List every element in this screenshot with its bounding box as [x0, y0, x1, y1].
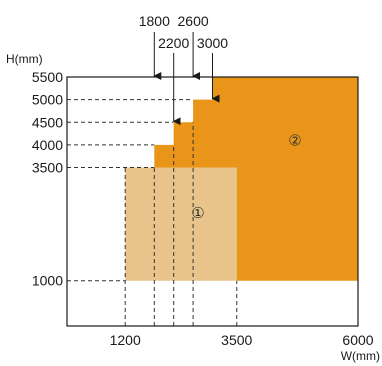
top-tick-label: 2600 — [178, 13, 209, 29]
labels: 1000 3500 4000 4500 5000 5500 1200 3500 6000 1800… — [6, 13, 380, 363]
y-tick-label: 4000 — [32, 137, 63, 153]
x-tick-label: 1200 — [110, 332, 141, 348]
top-arrows — [153, 32, 220, 126]
y-tick-label: 4500 — [32, 114, 63, 130]
y-tick-label: 3500 — [32, 160, 63, 176]
y-tick-label: 5500 — [32, 69, 63, 85]
y-axis-title: H(mm) — [6, 52, 43, 66]
top-tick-label: 2200 — [158, 35, 189, 51]
x-tick-label: 3500 — [221, 332, 252, 348]
region-1-area — [125, 167, 237, 281]
x-axis-title: W(mm) — [341, 349, 380, 363]
x-tick-label: 6000 — [342, 332, 373, 348]
region-2-label: ② — [288, 131, 301, 149]
top-tick-label: 1800 — [139, 13, 170, 29]
top-tick-label: 3000 — [197, 35, 228, 51]
y-tick-label: 5000 — [32, 92, 63, 108]
y-tick-label: 1000 — [32, 273, 63, 289]
guide-lines — [67, 99, 238, 326]
region-1-label: ① — [191, 204, 204, 222]
region-2-area — [154, 77, 358, 281]
regions — [125, 77, 358, 281]
